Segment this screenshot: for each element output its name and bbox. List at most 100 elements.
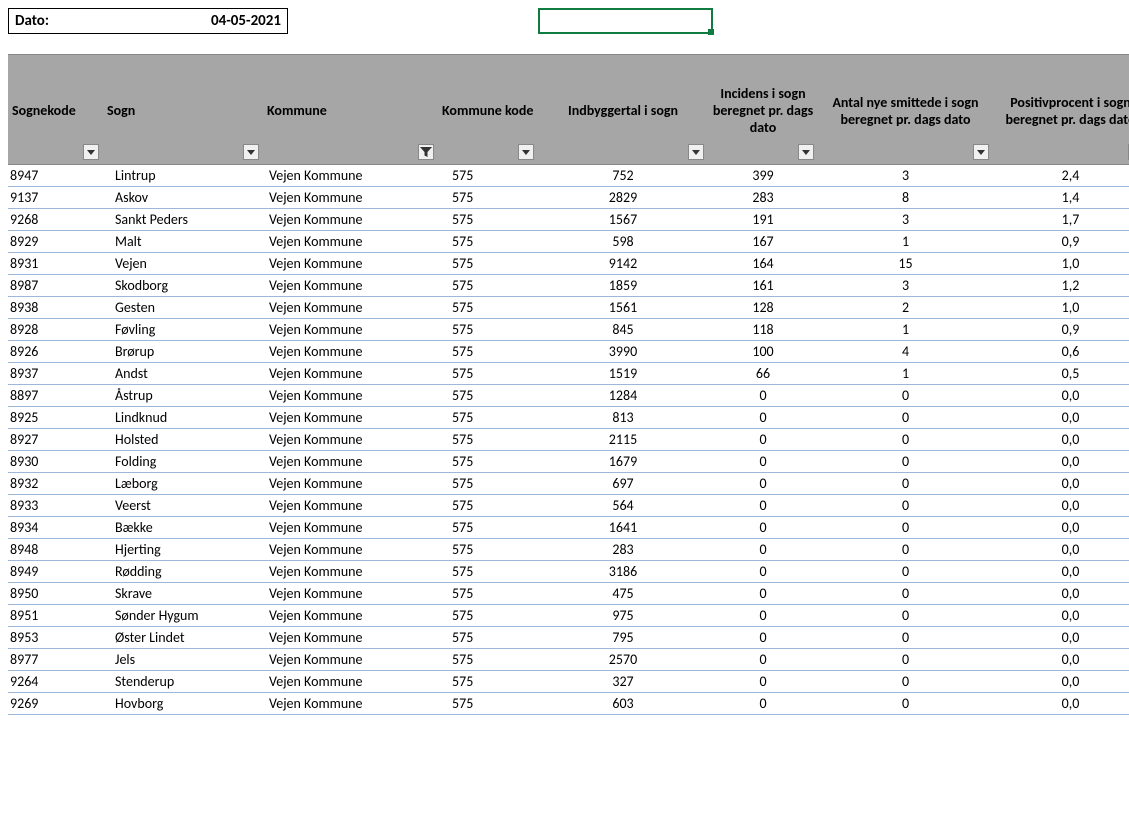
table-cell[interactable]: 8947 [8, 165, 103, 187]
table-cell[interactable]: 575 [438, 341, 538, 363]
table-cell[interactable]: Åstrup [103, 385, 263, 407]
table-cell[interactable]: 8949 [8, 561, 103, 583]
table-cell[interactable]: 2829 [538, 187, 708, 209]
table-cell[interactable]: 9142 [538, 253, 708, 275]
date-cell[interactable]: Dato: 04-05-2021 [8, 8, 288, 34]
table-cell[interactable]: 475 [538, 583, 708, 605]
table-cell[interactable]: 0 [818, 451, 993, 473]
table-cell[interactable]: 0 [818, 407, 993, 429]
table-cell[interactable]: 575 [438, 495, 538, 517]
table-cell[interactable]: 8953 [8, 627, 103, 649]
col-header-sognekode[interactable]: Sognekode [8, 55, 103, 165]
table-cell[interactable]: 0 [818, 649, 993, 671]
table-cell[interactable]: 0,0 [993, 473, 1129, 495]
filter-dropdown-icon[interactable] [688, 144, 704, 160]
table-cell[interactable]: 0 [708, 583, 818, 605]
table-cell[interactable]: Vejen Kommune [263, 517, 438, 539]
filter-dropdown-icon[interactable] [243, 144, 259, 160]
table-cell[interactable]: 1,2 [993, 275, 1129, 297]
table-cell[interactable]: 0 [708, 517, 818, 539]
table-cell[interactable]: 0 [818, 429, 993, 451]
table-cell[interactable]: 575 [438, 187, 538, 209]
table-cell[interactable]: Jels [103, 649, 263, 671]
table-cell[interactable]: 118 [708, 319, 818, 341]
table-cell[interactable]: 167 [708, 231, 818, 253]
table-row[interactable]: 8897ÅstrupVejen Kommune5751284000,0 [8, 385, 1129, 407]
table-cell[interactable]: Vejen Kommune [263, 407, 438, 429]
table-cell[interactable]: Vejen Kommune [263, 209, 438, 231]
table-cell[interactable]: 575 [438, 231, 538, 253]
table-cell[interactable]: 2 [818, 297, 993, 319]
table-cell[interactable]: Folding [103, 451, 263, 473]
table-cell[interactable]: 0 [708, 429, 818, 451]
table-cell[interactable]: 4 [818, 341, 993, 363]
table-cell[interactable]: Gesten [103, 297, 263, 319]
table-cell[interactable]: Hjerting [103, 539, 263, 561]
table-cell[interactable]: 575 [438, 297, 538, 319]
table-row[interactable]: 8953Øster LindetVejen Kommune575795000,0 [8, 627, 1129, 649]
table-cell[interactable]: 575 [438, 319, 538, 341]
table-cell[interactable]: Bække [103, 517, 263, 539]
table-row[interactable]: 9269HovborgVejen Kommune575603000,0 [8, 693, 1129, 715]
table-cell[interactable]: Vejen Kommune [263, 231, 438, 253]
table-cell[interactable]: 0,0 [993, 517, 1129, 539]
table-cell[interactable]: 8930 [8, 451, 103, 473]
table-cell[interactable]: 327 [538, 671, 708, 693]
table-cell[interactable]: 0,9 [993, 319, 1129, 341]
table-cell[interactable]: 0,0 [993, 627, 1129, 649]
table-cell[interactable]: 0 [708, 627, 818, 649]
filter-dropdown-icon[interactable] [518, 144, 534, 160]
table-cell[interactable]: 0 [818, 671, 993, 693]
table-cell[interactable]: 0 [818, 693, 993, 715]
table-cell[interactable]: 2115 [538, 429, 708, 451]
table-cell[interactable]: 564 [538, 495, 708, 517]
table-cell[interactable]: 0,0 [993, 561, 1129, 583]
table-cell[interactable]: 8950 [8, 583, 103, 605]
table-cell[interactable]: 8926 [8, 341, 103, 363]
table-cell[interactable]: 3 [818, 275, 993, 297]
col-header-kommunekode[interactable]: Kommune kode [438, 55, 538, 165]
table-cell[interactable]: Vejen Kommune [263, 451, 438, 473]
table-row[interactable]: 8937AndstVejen Kommune57515196610,5 [8, 363, 1129, 385]
table-cell[interactable]: 1679 [538, 451, 708, 473]
table-cell[interactable]: 8929 [8, 231, 103, 253]
table-cell[interactable]: Vejen Kommune [263, 473, 438, 495]
table-cell[interactable]: 161 [708, 275, 818, 297]
table-cell[interactable]: 8928 [8, 319, 103, 341]
table-row[interactable]: 8927HolstedVejen Kommune5752115000,0 [8, 429, 1129, 451]
table-cell[interactable]: 575 [438, 385, 538, 407]
table-cell[interactable]: 0 [708, 671, 818, 693]
table-cell[interactable]: 813 [538, 407, 708, 429]
table-cell[interactable]: 575 [438, 605, 538, 627]
table-cell[interactable]: Vejen Kommune [263, 297, 438, 319]
table-cell[interactable]: Vejen Kommune [263, 561, 438, 583]
table-cell[interactable]: 598 [538, 231, 708, 253]
table-cell[interactable]: 8938 [8, 297, 103, 319]
table-cell[interactable]: 0,0 [993, 451, 1129, 473]
table-cell[interactable]: 9264 [8, 671, 103, 693]
table-cell[interactable]: 66 [708, 363, 818, 385]
table-cell[interactable]: 752 [538, 165, 708, 187]
table-cell[interactable]: 0 [708, 649, 818, 671]
table-row[interactable]: 8929MaltVejen Kommune57559816710,9 [8, 231, 1129, 253]
col-header-incidens[interactable]: Incidens i sogn beregnet pr. dags dato [708, 55, 818, 165]
table-cell[interactable]: 0 [708, 495, 818, 517]
table-cell[interactable]: 575 [438, 429, 538, 451]
table-cell[interactable]: 8897 [8, 385, 103, 407]
table-cell[interactable]: 1641 [538, 517, 708, 539]
table-cell[interactable]: 100 [708, 341, 818, 363]
table-cell[interactable]: 575 [438, 649, 538, 671]
table-cell[interactable]: 8948 [8, 539, 103, 561]
table-cell[interactable]: Vejen [103, 253, 263, 275]
active-cell[interactable] [538, 8, 713, 34]
table-cell[interactable]: 8931 [8, 253, 103, 275]
table-cell[interactable]: 164 [708, 253, 818, 275]
table-row[interactable]: 8987SkodborgVejen Kommune575185916131,2 [8, 275, 1129, 297]
table-cell[interactable]: Vejen Kommune [263, 693, 438, 715]
table-cell[interactable]: 0 [818, 627, 993, 649]
table-cell[interactable]: 0,0 [993, 649, 1129, 671]
table-cell[interactable]: 1,4 [993, 187, 1129, 209]
table-row[interactable]: 9264StenderupVejen Kommune575327000,0 [8, 671, 1129, 693]
table-cell[interactable]: Vejen Kommune [263, 363, 438, 385]
table-cell[interactable]: Vejen Kommune [263, 539, 438, 561]
